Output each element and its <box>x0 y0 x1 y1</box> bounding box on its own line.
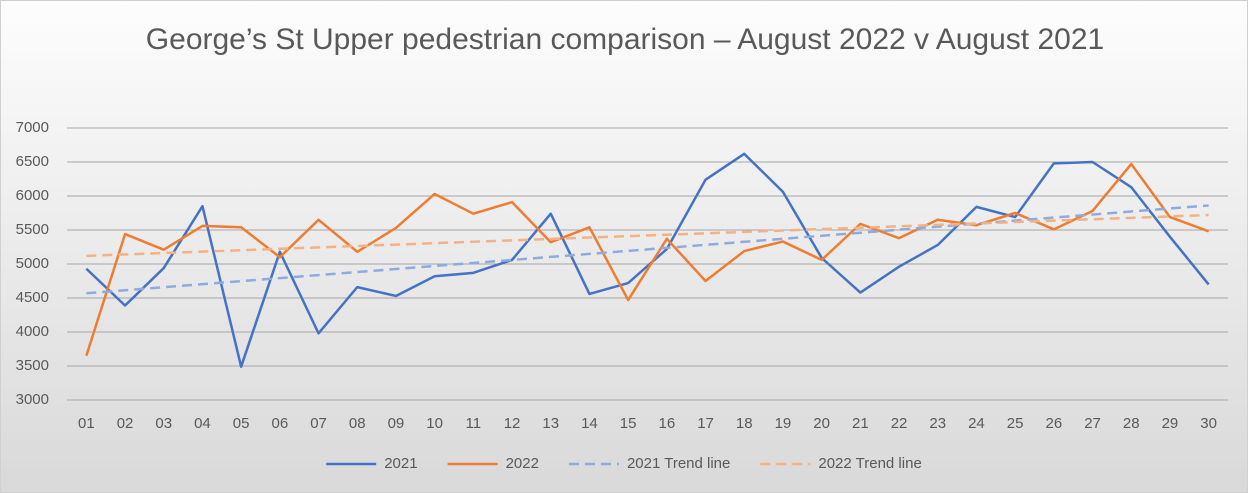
x-tick-label: 23 <box>929 415 946 432</box>
y-tick-label: 6500 <box>16 153 49 170</box>
trend-line <box>86 213 1209 258</box>
x-tick-label: 18 <box>736 415 753 432</box>
trend-line <box>86 204 1209 295</box>
x-tick-label: 29 <box>1162 415 1179 432</box>
x-tick-label: 02 <box>117 415 134 432</box>
y-tick-label: 4000 <box>16 323 49 340</box>
legend-label: 2021 Trend line <box>627 455 730 472</box>
x-tick-label: 09 <box>388 415 405 432</box>
y-tick-label: 7000 <box>16 119 49 136</box>
x-tick-label: 06 <box>272 415 289 432</box>
legend-label: 2021 <box>384 455 417 472</box>
chart-title: George’s St Upper pedestrian comparison … <box>145 23 1105 56</box>
x-tick-label: 20 <box>813 415 830 432</box>
x-tick-label: 19 <box>775 415 792 432</box>
legend-label: 2022 Trend line <box>818 455 921 472</box>
x-tick-label: 16 <box>659 415 676 432</box>
x-tick-label: 17 <box>697 415 714 432</box>
y-tick-label: 6000 <box>16 187 49 204</box>
x-tick-label: 15 <box>620 415 637 432</box>
x-tick-label: 11 <box>466 415 482 432</box>
series-line <box>85 162 1210 357</box>
x-tick-label: 03 <box>155 415 172 432</box>
x-tick-label: 08 <box>349 415 366 432</box>
x-tick-label: 14 <box>581 415 598 432</box>
x-tick-label: 12 <box>504 415 521 432</box>
x-tick-label: 05 <box>233 415 250 432</box>
legend-label: 2022 <box>506 455 539 472</box>
x-tick-label: 13 <box>542 415 559 432</box>
x-tick-label: 28 <box>1123 415 1140 432</box>
y-tick-label: 3000 <box>16 391 49 408</box>
y-tick-label: 3500 <box>16 357 49 374</box>
x-tick-label: 10 <box>426 415 443 432</box>
y-tick-label: 4500 <box>16 289 49 306</box>
x-tick-label: 07 <box>310 415 327 432</box>
x-tick-label: 25 <box>1007 415 1024 432</box>
x-tick-label: 21 <box>852 415 869 432</box>
y-tick-label: 5500 <box>16 221 49 238</box>
x-tick-label: 27 <box>1084 415 1101 432</box>
x-tick-label: 30 <box>1200 415 1217 432</box>
series-line <box>85 152 1210 368</box>
x-tick-label: 22 <box>891 415 908 432</box>
y-tick-label: 5000 <box>16 255 49 272</box>
x-tick-label: 01 <box>78 415 95 432</box>
x-tick-label: 24 <box>968 415 985 432</box>
x-tick-label: 26 <box>1046 415 1063 432</box>
x-tick-label: 04 <box>194 415 211 432</box>
